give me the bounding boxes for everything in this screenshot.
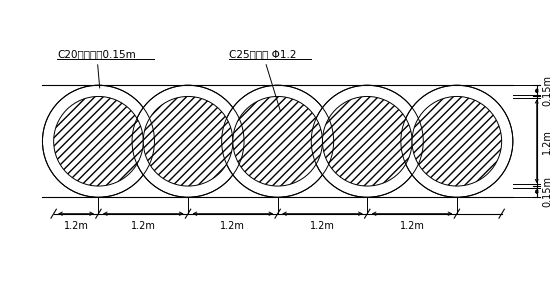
Circle shape (222, 85, 334, 197)
Circle shape (54, 97, 143, 186)
Text: 0.15m: 0.15m (542, 75, 552, 106)
Circle shape (412, 97, 502, 186)
Circle shape (311, 85, 423, 197)
Circle shape (143, 97, 233, 186)
Text: 1.2m: 1.2m (63, 221, 88, 231)
Text: 1.2m: 1.2m (131, 221, 156, 231)
Text: 1.2m: 1.2m (310, 221, 335, 231)
Text: 1.2m: 1.2m (220, 221, 245, 231)
Circle shape (322, 97, 412, 186)
Text: 1.2m: 1.2m (400, 221, 424, 231)
Text: 1.2m: 1.2m (542, 129, 552, 154)
Text: C20砼护壁厚0.15m: C20砼护壁厚0.15m (57, 49, 136, 88)
Text: 0.15m: 0.15m (542, 176, 552, 207)
Circle shape (401, 85, 513, 197)
Circle shape (233, 97, 322, 186)
Circle shape (42, 85, 155, 197)
Text: C25桩芯砼 Φ1.2: C25桩芯砼 Φ1.2 (229, 49, 296, 112)
Circle shape (132, 85, 244, 197)
